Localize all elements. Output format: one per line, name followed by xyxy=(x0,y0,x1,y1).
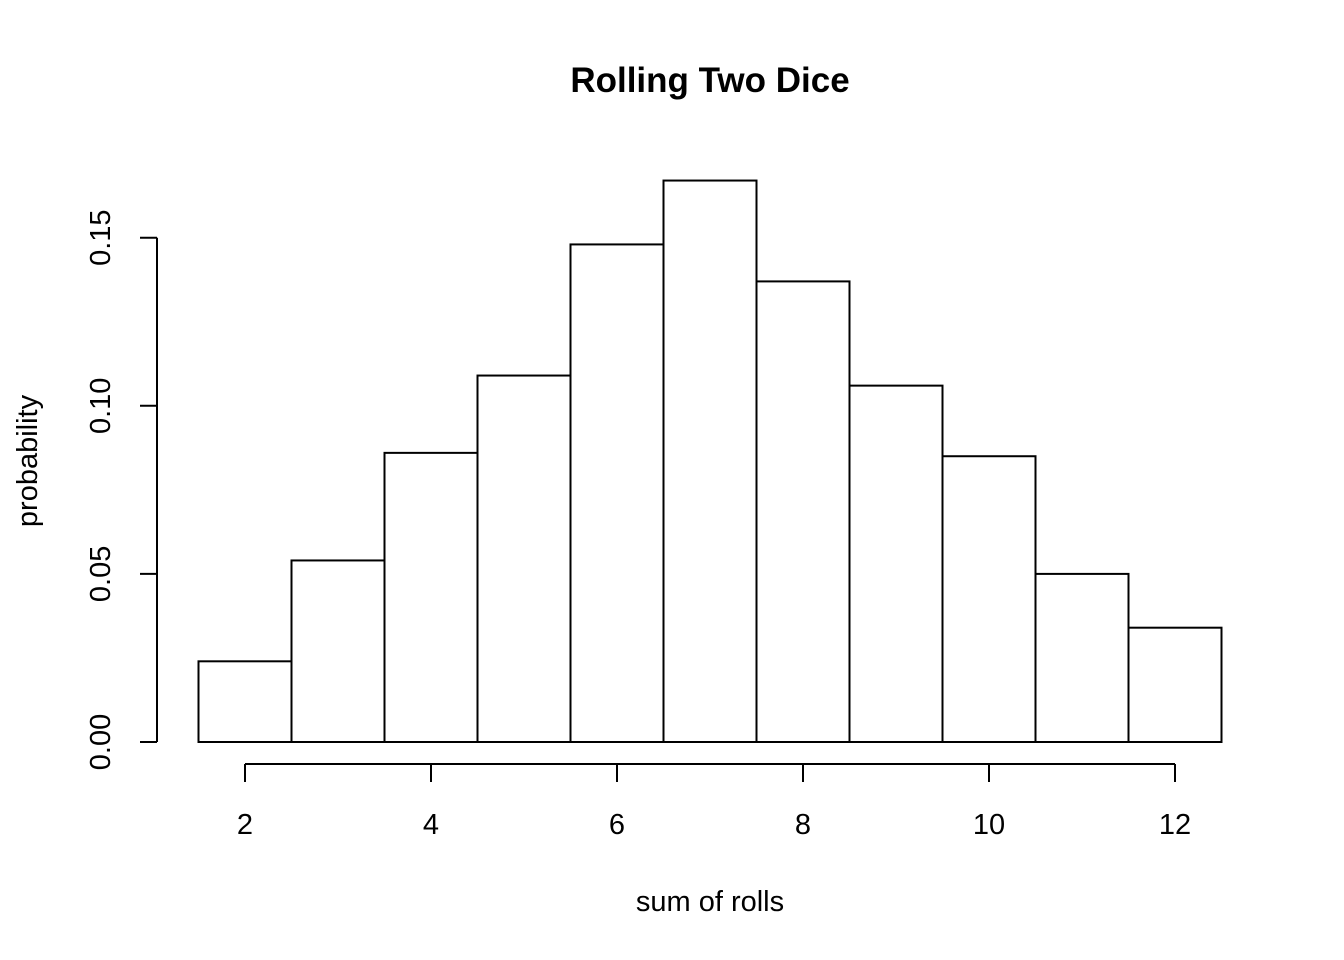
y-tick-label: 0.05 xyxy=(85,546,117,602)
bars-group xyxy=(197,179,1223,744)
histogram-bar xyxy=(755,280,851,743)
y-tick-label: 0.15 xyxy=(85,209,117,265)
histogram-bar xyxy=(197,660,293,744)
histogram-bar xyxy=(569,243,665,743)
histogram-bar xyxy=(848,384,944,743)
y-tick-label: 0.00 xyxy=(85,714,117,770)
histogram-bar xyxy=(662,179,758,743)
x-tick-label: 4 xyxy=(423,809,439,841)
x-tick-label: 6 xyxy=(609,809,625,841)
histogram-bar xyxy=(383,451,479,743)
x-axis: 2 4 6 8 10 12 xyxy=(237,763,1191,841)
x-tick-label: 8 xyxy=(795,809,811,841)
y-axis: 0.00 0.05 0.10 0.15 xyxy=(85,209,158,770)
chart-title: Rolling Two Dice xyxy=(570,61,849,100)
y-tick-label: 0.10 xyxy=(85,378,117,434)
y-axis-label: probability xyxy=(12,394,44,527)
x-tick-label: 10 xyxy=(973,809,1005,841)
x-tick-label: 2 xyxy=(237,809,253,841)
histogram-bar xyxy=(941,455,1037,743)
x-tick-label: 12 xyxy=(1159,809,1191,841)
histogram-bar xyxy=(1034,572,1130,744)
histogram-bar xyxy=(290,559,386,744)
histogram-bar xyxy=(1127,626,1223,744)
histogram-bar xyxy=(476,374,572,743)
x-axis-label: sum of rolls xyxy=(636,886,784,918)
